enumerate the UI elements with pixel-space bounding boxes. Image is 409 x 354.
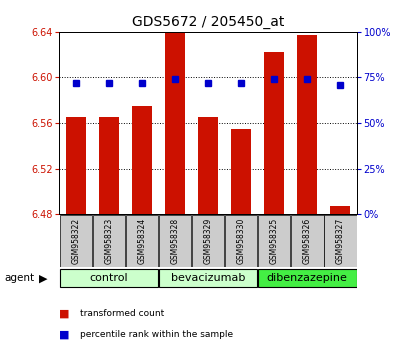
Text: GSM958323: GSM958323 <box>104 218 113 264</box>
FancyBboxPatch shape <box>59 269 158 287</box>
Text: agent: agent <box>4 273 34 283</box>
Text: GSM958328: GSM958328 <box>170 218 179 264</box>
Text: GSM958322: GSM958322 <box>71 218 80 264</box>
FancyBboxPatch shape <box>290 215 323 267</box>
Bar <box>231 129 250 214</box>
Bar <box>297 35 316 214</box>
FancyBboxPatch shape <box>191 215 224 267</box>
Text: ■: ■ <box>59 308 70 318</box>
Text: GSM958330: GSM958330 <box>236 218 245 264</box>
FancyBboxPatch shape <box>59 215 92 267</box>
Text: control: control <box>90 273 128 283</box>
FancyBboxPatch shape <box>257 215 290 267</box>
Bar <box>66 117 85 214</box>
Text: GSM958324: GSM958324 <box>137 218 146 264</box>
Text: GSM958325: GSM958325 <box>269 218 278 264</box>
FancyBboxPatch shape <box>158 215 191 267</box>
Text: ▶: ▶ <box>39 273 47 283</box>
Bar <box>263 52 283 214</box>
Text: GSM958327: GSM958327 <box>335 218 344 264</box>
Text: transformed count: transformed count <box>80 309 164 318</box>
FancyBboxPatch shape <box>323 215 356 267</box>
Text: GSM958329: GSM958329 <box>203 218 212 264</box>
Bar <box>330 206 349 214</box>
FancyBboxPatch shape <box>126 215 158 267</box>
Text: bevacizumab: bevacizumab <box>171 273 245 283</box>
Bar <box>99 117 119 214</box>
FancyBboxPatch shape <box>257 269 356 287</box>
Text: ■: ■ <box>59 330 70 339</box>
Bar <box>198 117 218 214</box>
FancyBboxPatch shape <box>92 215 125 267</box>
FancyBboxPatch shape <box>158 269 257 287</box>
Text: dibenzazepine: dibenzazepine <box>266 273 347 283</box>
Text: percentile rank within the sample: percentile rank within the sample <box>80 330 232 339</box>
FancyBboxPatch shape <box>224 215 257 267</box>
Text: GSM958326: GSM958326 <box>302 218 311 264</box>
Title: GDS5672 / 205450_at: GDS5672 / 205450_at <box>132 16 283 29</box>
Bar <box>165 31 184 214</box>
Bar <box>132 106 152 214</box>
